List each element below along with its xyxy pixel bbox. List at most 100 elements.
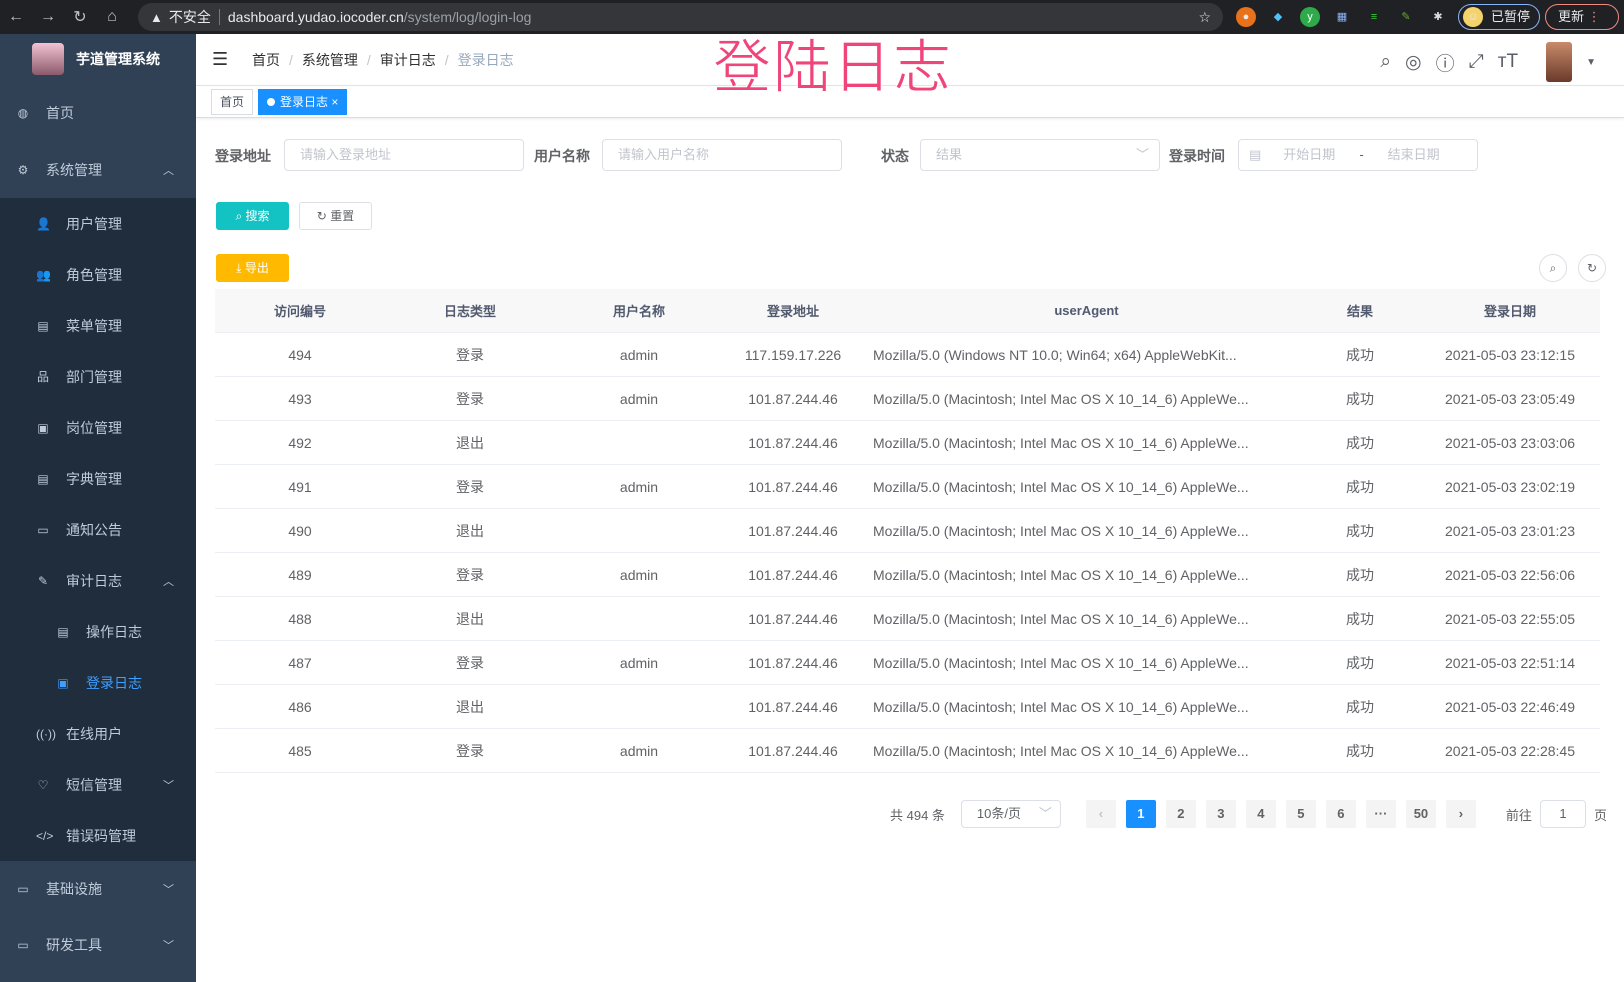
page-button[interactable]: 50 xyxy=(1405,800,1436,828)
sidebar-item-tool[interactable]: ▭ 研发工具 ﹀ xyxy=(17,937,174,953)
page-button[interactable]: 4 xyxy=(1245,800,1276,828)
page-button[interactable]: ··· xyxy=(1365,800,1396,828)
search-button[interactable]: ⌕ 搜索 xyxy=(216,202,289,230)
sidebar-item-login-log[interactable]: ▣ 登录日志 xyxy=(57,674,142,691)
sidebar-item-operate-log[interactable]: ▤ 操作日志 xyxy=(57,623,142,640)
extension-y-icon[interactable]: y xyxy=(1300,7,1320,27)
sidebar-item-system[interactable]: ⚙ 系统管理 ︿ xyxy=(17,162,174,178)
goto-page-input[interactable]: 1 xyxy=(1539,800,1586,828)
time-label: 登录时间 xyxy=(1169,148,1225,164)
extension-grid-icon[interactable]: ▦ xyxy=(1336,11,1348,23)
url-host: dashboard.yudao.iocoder.cn xyxy=(227,9,404,25)
total-count: 共 494 条 xyxy=(890,807,945,823)
toggle-search-button[interactable]: ⌕ xyxy=(1539,254,1567,282)
refresh-button[interactable]: ↻ xyxy=(1578,254,1606,282)
table-row[interactable]: 490 退出 101.87.244.46 Mozilla/5.0 (Macintosh… xyxy=(215,509,1600,553)
table-cell: 登录 xyxy=(456,390,484,407)
sidebar-item-error-code[interactable]: </> 错误码管理 xyxy=(36,827,136,844)
prev-page-button[interactable]: ‹ xyxy=(1085,800,1116,828)
goto-label: 前往 xyxy=(1505,807,1532,823)
username-label: 用户名称 xyxy=(534,148,590,164)
table-row[interactable]: 485 登录 admin 101.87.244.46 Mozilla/5.0 (Maci… xyxy=(215,729,1600,773)
table-row[interactable]: 491 登录 admin 101.87.244.46 Mozilla/5.0 (Maci… xyxy=(215,465,1600,509)
sidebar-item-online[interactable]: ((·)) 在线用户 xyxy=(36,725,122,742)
extension-leaf-icon[interactable]: ✎ xyxy=(1401,11,1411,23)
page-button[interactable]: 1 xyxy=(1125,800,1156,828)
table-row[interactable]: 489 登录 admin 101.87.244.46 Mozilla/5.0 (Maci… xyxy=(215,553,1600,597)
breadcrumb-item[interactable]: 首页 xyxy=(252,51,280,68)
font-size-icon[interactable]: ᴛT xyxy=(1497,51,1519,72)
caret-down-icon[interactable]: ▼ xyxy=(1586,56,1596,68)
table-cell: 登录 xyxy=(456,566,484,583)
username-input[interactable]: 请输入用户名称 xyxy=(602,139,842,171)
close-icon[interactable]: × xyxy=(331,95,339,109)
sidebar-item-user[interactable]: 👤 用户管理 xyxy=(36,215,122,232)
page-button[interactable]: 3 xyxy=(1205,800,1236,828)
tags-view: 首页 登录日志 × xyxy=(196,86,1624,118)
table-cell: admin xyxy=(619,478,659,495)
hamburger-icon[interactable]: ☰ xyxy=(212,49,229,69)
search-icon[interactable]: ⌕ xyxy=(1380,51,1391,72)
sidebar-item-home[interactable]: ◍ 首页 xyxy=(17,105,74,121)
column-header: 用户名称 xyxy=(612,304,665,319)
breadcrumb-item: 审计日志 xyxy=(379,51,436,68)
tool-icon: ▭ xyxy=(17,938,29,952)
page-button[interactable]: 6 xyxy=(1325,800,1356,828)
extension-on-icon[interactable]: ≡ xyxy=(1370,11,1378,23)
login-log-table: 访问编号 日志类型 用户名称 登录地址 userAgent 结果 登录日期 494 登录 adm… xyxy=(215,289,1600,773)
sidebar-item-audit[interactable]: ✎ 审计日志 ︿ xyxy=(37,572,174,589)
page-button[interactable]: 5 xyxy=(1285,800,1316,828)
extensions-puzzle-icon[interactable]: ✱ xyxy=(1433,11,1443,23)
page-button[interactable]: 2 xyxy=(1165,800,1196,828)
github-icon[interactable]: ◎ xyxy=(1404,51,1422,73)
table-row[interactable]: 493 登录 admin 101.87.244.46 Mozilla/5.0 (Maci… xyxy=(215,377,1600,421)
table-cell: 489 xyxy=(288,566,312,583)
sidebar-item-infra[interactable]: ▭ 基础设施 ﹀ xyxy=(17,881,174,897)
app-logo[interactable]: 芋道管理系统 xyxy=(0,34,196,84)
table-cell: Mozilla/5.0 (Macintosh; Intel Mac OS X 1… xyxy=(873,610,1249,627)
update-button[interactable]: 更新 ⋮ xyxy=(1545,4,1619,30)
table-row[interactable]: 487 登录 admin 101.87.244.46 Mozilla/5.0 (Maci… xyxy=(215,641,1600,685)
avatar[interactable] xyxy=(1546,42,1573,82)
table-cell: admin xyxy=(619,346,659,363)
sidebar-item-role[interactable]: 👥 角色管理 xyxy=(36,266,122,283)
reload-icon[interactable]: ↻ xyxy=(73,9,87,26)
status-select[interactable]: 结果 ﹀ xyxy=(920,139,1160,171)
table-cell: 退出 xyxy=(456,434,484,451)
page-size-select[interactable]: 10条/页 ﹀ xyxy=(960,800,1061,828)
sidebar-item-post[interactable]: ▣ 岗位管理 xyxy=(37,419,122,436)
tag-home[interactable]: 首页 xyxy=(211,89,254,115)
address-input[interactable]: 请输入登录地址 xyxy=(284,139,524,171)
table-cell: 2021-05-03 23:03:06 xyxy=(1445,434,1575,451)
gear-icon: ⚙ xyxy=(17,163,29,177)
home-icon[interactable]: ⌂ xyxy=(107,8,117,25)
export-button[interactable]: ⤓ 导出 xyxy=(216,254,289,282)
table-row[interactable]: 488 退出 101.87.244.46 Mozilla/5.0 (Macintosh… xyxy=(215,597,1600,641)
table-row[interactable]: 494 登录 admin 117.159.17.226 Mozilla/5.0 (Win… xyxy=(215,333,1600,377)
extension-gem-icon[interactable]: ◆ xyxy=(1273,11,1283,23)
table-row[interactable]: 492 退出 101.87.244.46 Mozilla/5.0 (Macintosh… xyxy=(215,421,1600,465)
address-bar[interactable]: ▲ 不安全 dashboard.yudao.iocoder.cn/system/… xyxy=(138,3,1223,31)
sidebar-item-dict[interactable]: ▤ 字典管理 xyxy=(37,470,122,487)
forward-icon[interactable]: → xyxy=(40,8,56,25)
profile-button[interactable]: ☺ 已暂停 xyxy=(1458,4,1540,30)
reset-button[interactable]: ↻ 重置 xyxy=(299,202,372,230)
online-icon: ((·)) xyxy=(36,726,56,741)
sidebar-item-sms[interactable]: ♡ 短信管理 ﹀ xyxy=(37,776,174,793)
tag-login-log[interactable]: 登录日志 × xyxy=(258,89,348,115)
bookmark-star-icon[interactable]: ☆ xyxy=(1198,8,1211,25)
fullscreen-icon[interactable]: ⤢ xyxy=(1468,51,1484,72)
help-icon[interactable]: ⓘ xyxy=(1435,53,1455,75)
sidebar-item-notice[interactable]: ▭ 通知公告 xyxy=(37,521,122,538)
table-row[interactable]: 486 退出 101.87.244.46 Mozilla/5.0 (Macintosh… xyxy=(215,685,1600,729)
download-icon: ⤓ xyxy=(236,261,242,275)
extension-icon[interactable]: ● xyxy=(1236,7,1256,27)
sidebar-item-dept[interactable]: 品部门管理 xyxy=(36,368,122,385)
table-cell: 退出 xyxy=(456,698,484,715)
table-cell: 登录 xyxy=(456,654,484,671)
profile-avatar-icon: ☺ xyxy=(1463,7,1483,27)
sidebar-item-menu[interactable]: ▤ 菜单管理 xyxy=(37,317,122,334)
next-page-button[interactable]: › xyxy=(1445,800,1476,828)
date-range-picker[interactable]: ▤ 开始日期 - 结束日期 xyxy=(1238,139,1478,171)
back-icon[interactable]: ← xyxy=(8,8,24,25)
